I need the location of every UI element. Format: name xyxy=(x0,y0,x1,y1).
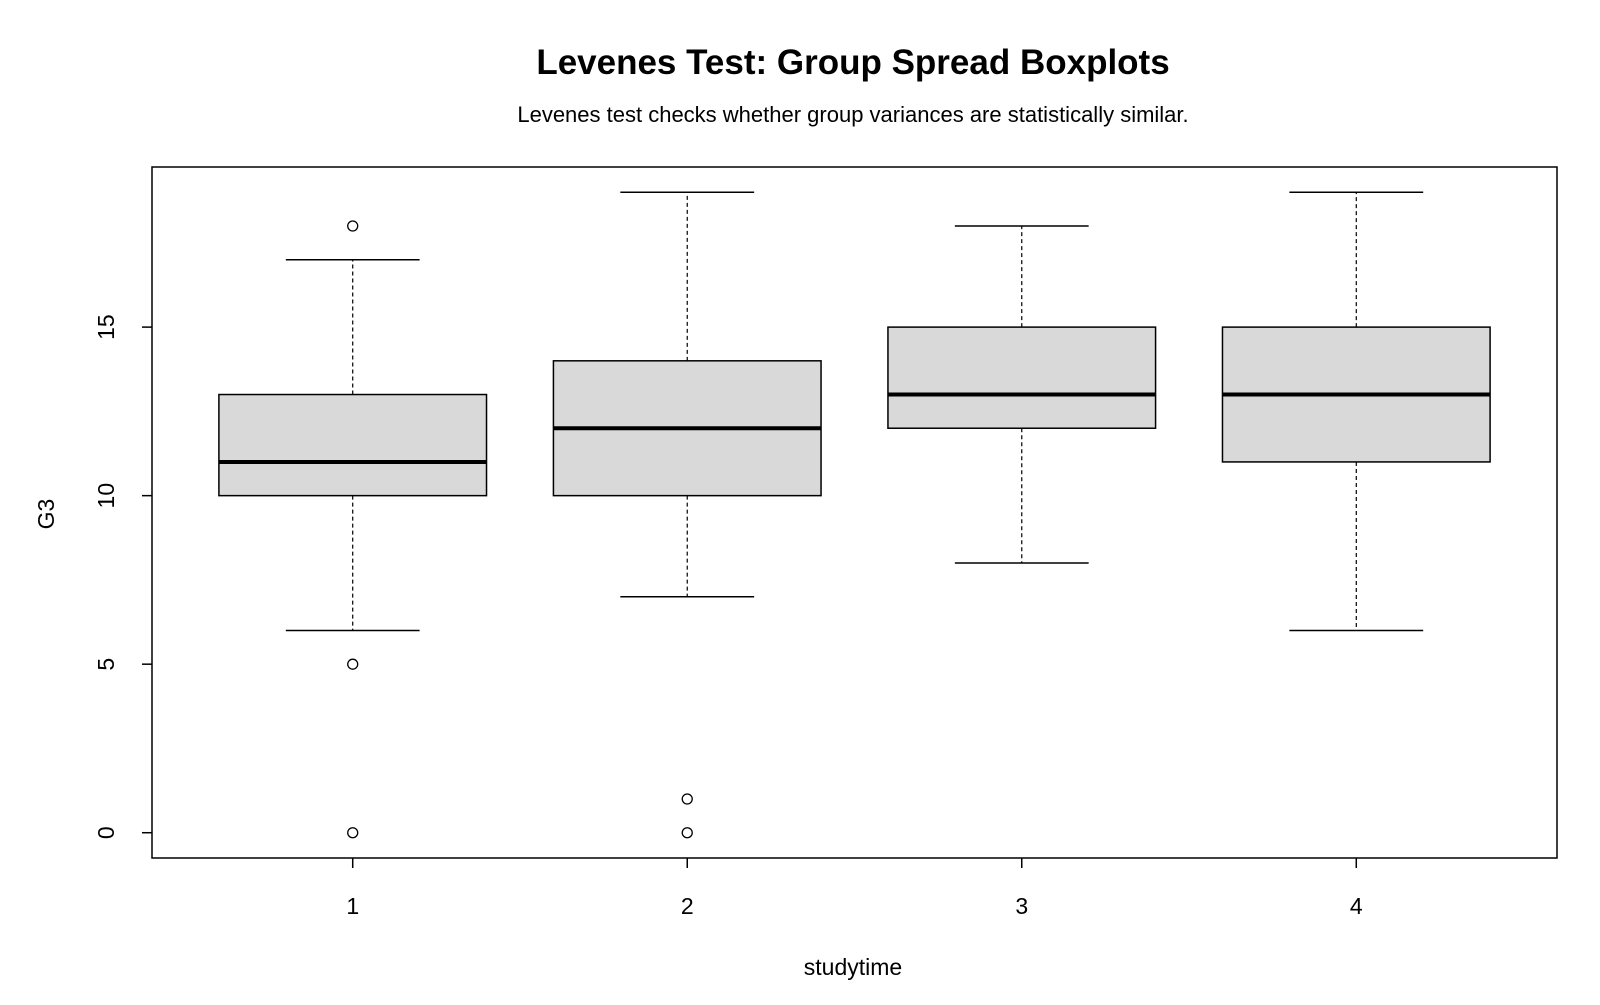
outlier-point xyxy=(347,658,359,670)
x-tick-label: 1 xyxy=(346,893,359,919)
y-tick-label: 5 xyxy=(93,658,119,671)
x-tick-label: 3 xyxy=(1015,893,1028,919)
outlier-point xyxy=(347,827,359,839)
box-iqr xyxy=(887,326,1157,429)
x-axis: 1 2 3 4 xyxy=(346,858,1363,919)
outlier-point xyxy=(681,827,693,839)
y-tick-label: 15 xyxy=(93,314,119,340)
boxes-layer xyxy=(218,191,1491,839)
y-axis-label: G3 xyxy=(33,499,59,530)
outlier-point xyxy=(347,220,359,232)
x-tick-label: 4 xyxy=(1350,893,1363,919)
chart-subtitle: Levenes test checks whether group varian… xyxy=(517,102,1188,127)
plot-frame xyxy=(151,166,1558,859)
y-axis: 0 5 10 15 xyxy=(93,314,152,839)
box-iqr xyxy=(218,393,488,497)
x-axis-label: studytime xyxy=(804,954,902,980)
box-group-2 xyxy=(552,191,822,839)
box-group-3 xyxy=(887,225,1157,564)
outlier-point xyxy=(681,793,693,805)
y-tick-label: 10 xyxy=(93,483,119,509)
chart-title: Levenes Test: Group Spread Boxplots xyxy=(536,43,1169,82)
box-group-4 xyxy=(1221,191,1491,632)
x-tick-label: 2 xyxy=(681,893,694,919)
y-tick-label: 0 xyxy=(93,826,119,839)
box-group-1 xyxy=(218,220,488,839)
